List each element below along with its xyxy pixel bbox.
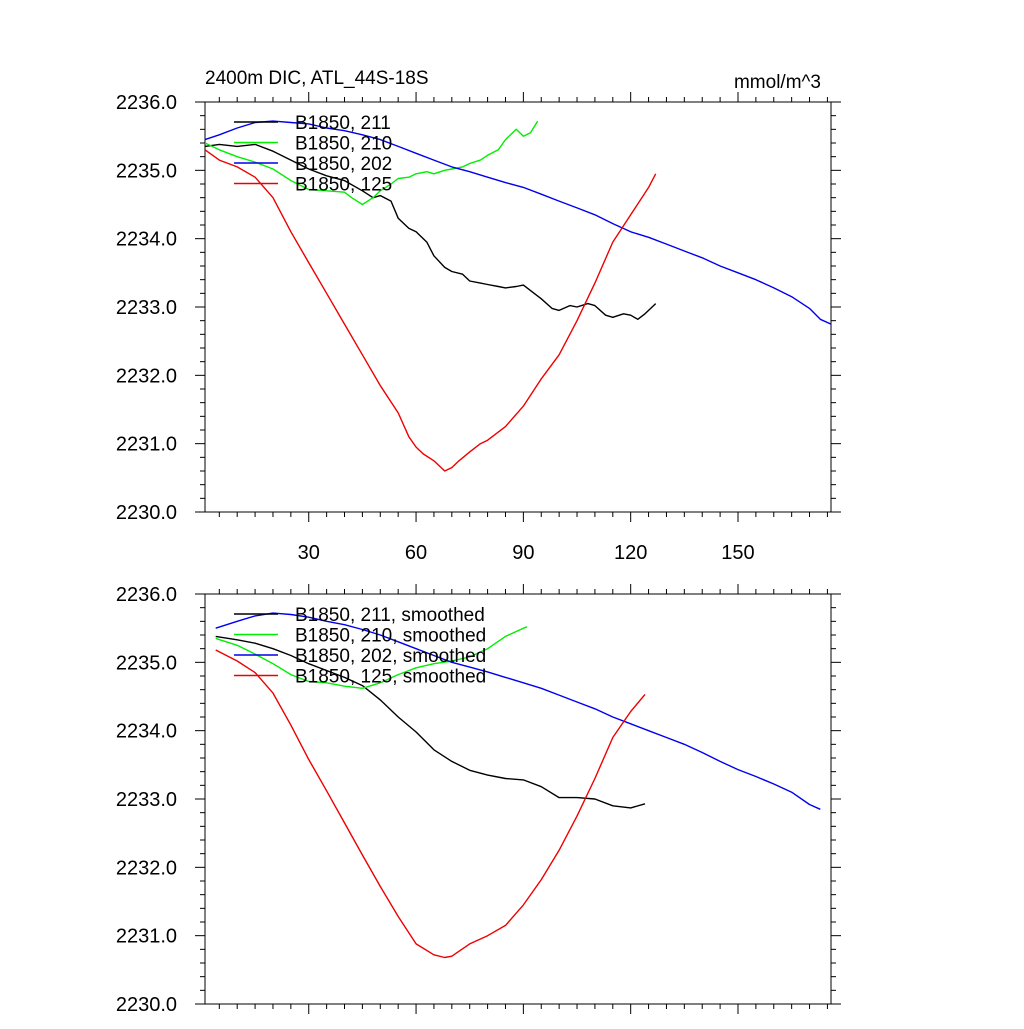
chart-title: 2400m DIC, ATL_44S-18S <box>205 68 429 89</box>
y-tick-label: 2234.0 <box>116 721 177 743</box>
x-tick-label: 30 <box>298 542 320 564</box>
x-tick-label: 90 <box>512 542 534 564</box>
legend-label-4: B1850, 125 <box>295 175 392 196</box>
series-line-4 <box>215 649 646 959</box>
legend-label-4: B1850, 125, smoothed <box>295 667 486 688</box>
x-tick-label: 120 <box>614 542 647 564</box>
series-line-3 <box>204 120 832 325</box>
y-tick-label: 2235.0 <box>116 652 177 674</box>
y-tick-label: 2230.0 <box>116 502 177 524</box>
legend-label-1: B1850, 211, smoothed <box>295 605 485 626</box>
y-tick-label: 2233.0 <box>116 789 177 811</box>
y-tick-label: 2232.0 <box>116 365 177 387</box>
chart-units: mmol/m^3 <box>734 72 821 93</box>
x-tick-label: 60 <box>405 542 427 564</box>
series-line-4 <box>204 149 657 472</box>
x-tick-label: 150 <box>721 542 754 564</box>
legend-label-1: B1850, 211 <box>295 113 391 134</box>
legend-label-3: B1850, 202 <box>295 154 392 175</box>
y-tick-label: 2231.0 <box>116 434 177 456</box>
y-tick-label: 2234.0 <box>116 229 177 251</box>
y-tick-label: 2232.0 <box>116 857 177 879</box>
series-line-1 <box>204 143 657 320</box>
y-tick-label: 2231.0 <box>116 926 177 948</box>
y-tick-label: 2230.0 <box>116 994 177 1016</box>
series-line-3 <box>215 612 821 810</box>
legend-label-3: B1850, 202, smoothed <box>295 646 486 667</box>
legend-label-2: B1850, 210, smoothed <box>295 626 486 647</box>
series-line-2 <box>215 626 528 689</box>
y-tick-label: 2236.0 <box>116 92 177 114</box>
top-panel: 2230.0 2231.0 2232.0 2233.0 2234.0 2235.0 2236… <box>116 68 841 564</box>
y-tick-label: 2235.0 <box>116 160 177 182</box>
series-line-2 <box>204 120 539 206</box>
y-tick-label: 2236.0 <box>116 584 177 606</box>
bottom-panel: 2230.0 2231.0 2232.0 2233.0 2234.0 2235.0 2236… <box>116 584 841 1016</box>
y-tick-label: 2233.0 <box>116 297 177 319</box>
series-line-1 <box>215 635 646 809</box>
legend-label-2: B1850, 210 <box>295 134 392 155</box>
